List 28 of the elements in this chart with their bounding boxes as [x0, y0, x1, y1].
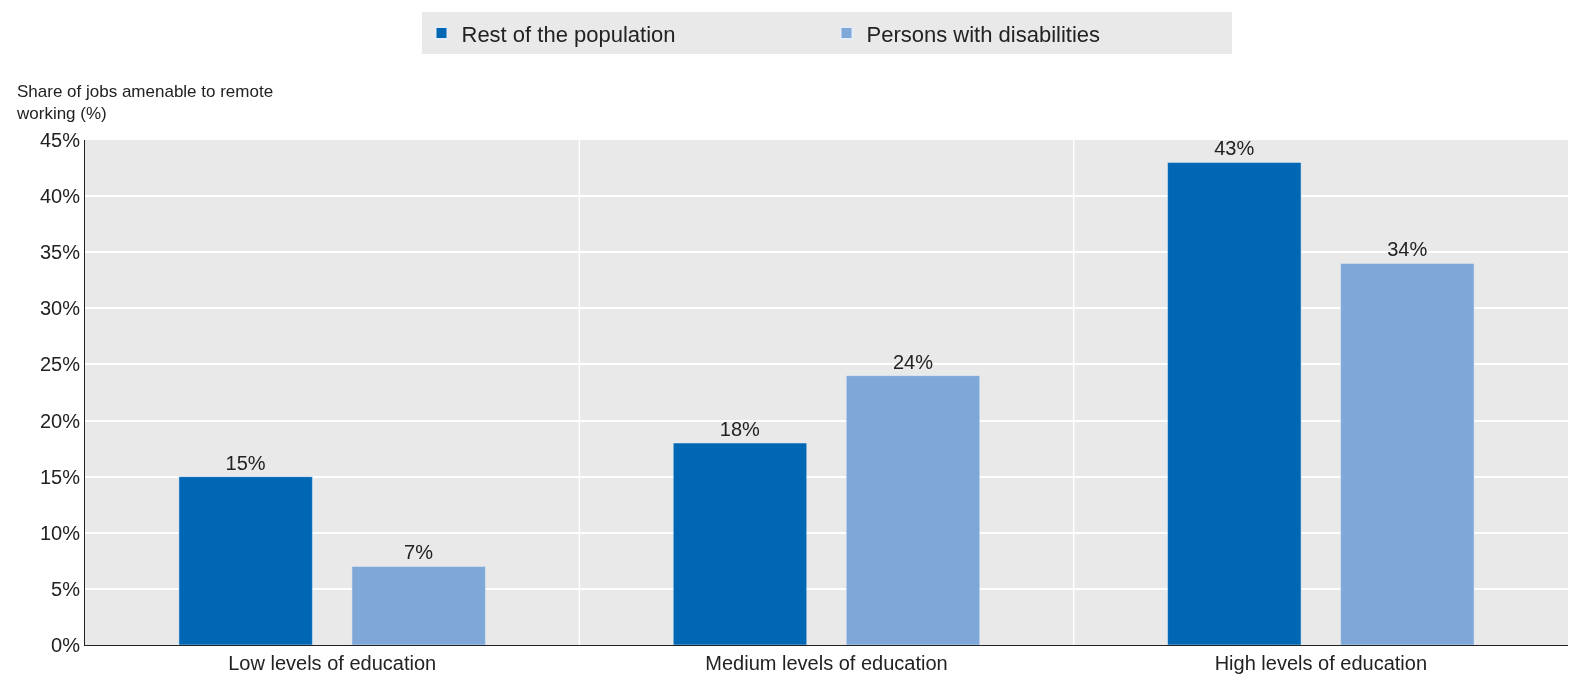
y-axis-title: Share of jobs amenable to remote working (%) — [16, 82, 274, 124]
data-label: 7% — [404, 541, 434, 564]
bar — [846, 375, 980, 645]
y-tick-label: 35% — [39, 241, 81, 264]
x-tick-label: Low levels of education — [228, 652, 437, 674]
bar — [673, 442, 807, 645]
bar — [178, 476, 313, 645]
legend-label: Persons with disabilities — [866, 21, 1101, 47]
y-tick-label: 20% — [39, 409, 81, 432]
data-label: 34% — [1387, 238, 1428, 261]
y-tick-label: 5% — [51, 577, 81, 600]
y-tick-label: 10% — [39, 521, 81, 544]
x-tick-label: Medium levels of education — [705, 652, 948, 674]
x-tick-label: High levels of education — [1214, 652, 1428, 674]
y-tick-label: 25% — [39, 353, 81, 376]
y-tick-label: 45% — [39, 129, 81, 151]
legend-label: Rest of the population — [461, 21, 676, 47]
y-tick-label: 15% — [39, 465, 81, 488]
y-tick-label: 40% — [39, 185, 81, 208]
y-tick-label: 30% — [39, 297, 81, 320]
bar — [1167, 162, 1302, 645]
data-label: 43% — [1214, 137, 1255, 160]
bar — [351, 566, 486, 645]
data-label: 24% — [892, 350, 934, 373]
data-label: 18% — [719, 418, 761, 440]
y-tick-label: 0% — [51, 634, 81, 656]
data-label: 15% — [225, 451, 266, 474]
bar — [1340, 263, 1475, 645]
